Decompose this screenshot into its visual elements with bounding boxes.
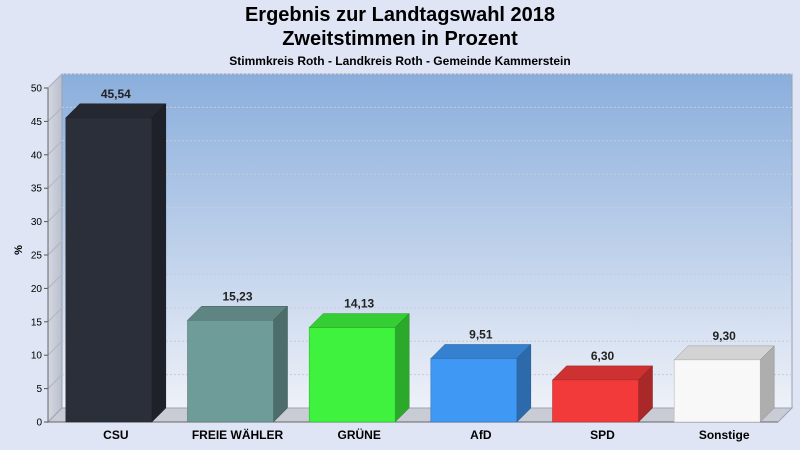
y-tick-label: 5 [36,384,42,395]
gridline-side [47,307,63,323]
bar-afd [430,343,532,423]
gridline-side [47,207,63,222]
category-label: AfD [470,428,492,442]
gridline-side [47,107,63,122]
y-tick-label: 25 [31,251,43,262]
value-label: 9,51 [469,327,493,341]
bar-side-face [273,305,288,423]
gridline-side [47,274,63,289]
bar-side-face [516,343,532,423]
bar-csu [65,103,167,423]
y-axis-title: % [13,245,25,255]
bar-freie-w-hler [186,305,289,423]
y-tick-label: 50 [31,84,43,95]
gridline-side [47,73,63,89]
category-label: GRÜNE [337,427,380,442]
y-tick-label: 0 [36,418,42,429]
value-label: 14,13 [344,297,374,311]
value-label: 6,30 [591,349,615,363]
bar-front-face [673,359,761,423]
category-label: Sonstige [699,428,750,442]
bar-side-face [394,313,410,423]
chart-title-line-2: Zweitstimmen in Prozent [282,28,518,50]
bar-front-face [430,358,518,423]
chart-title: Ergebnis zur Landtagswahl 2018 [244,4,556,26]
value-label: 45,54 [101,87,131,101]
chart-subtitle: Stimmkreis Roth - Landkreis Roth - Gemei… [229,54,571,68]
bar-sonstige [673,345,775,423]
y-tick-label: 15 [31,317,43,328]
bar-front-face [187,320,274,423]
y-tick-label: 30 [31,217,43,228]
category-label: SPD [590,428,615,442]
bar-top-face [186,306,289,321]
bar-top-face [65,103,167,119]
bar-top-face [430,344,532,359]
y-tick-label: 40 [31,150,43,161]
gridline-side [47,374,63,389]
bar-top-face [551,365,654,381]
y-tick-label: 35 [31,184,43,195]
gridline-side [47,340,63,356]
bar-front-face [308,327,396,423]
y-tick-label: 10 [31,351,43,362]
category-label: CSU [103,428,128,442]
value-label: 9,30 [712,329,736,343]
y-tick-label: 20 [31,284,43,295]
bar-front-face [552,379,639,423]
gridline-side [47,173,63,189]
y-tick-label: 45 [31,117,43,128]
bar-front-face [65,117,153,423]
bar-top-face [673,345,775,361]
bar-top-face [308,313,410,328]
bar-spd [551,365,654,423]
category-label: FREIE WÄHLER [192,427,284,442]
gridline-side [47,240,63,256]
bar-gr-ne [308,313,410,423]
bar-side-face [151,103,167,423]
gridline-side [47,140,63,156]
value-label: 15,23 [222,289,252,303]
